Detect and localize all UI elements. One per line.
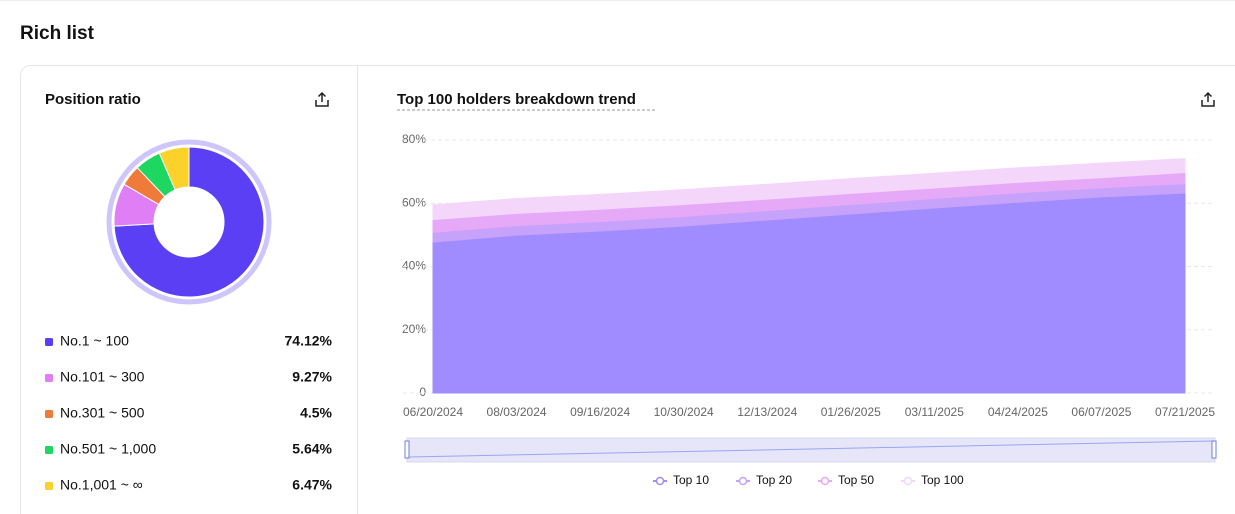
legend-swatch <box>45 446 53 454</box>
pie-title: Position ratio <box>45 91 141 108</box>
legend-marker <box>903 476 913 486</box>
legend-value: 5.64% <box>292 441 332 457</box>
legend-item[interactable]: Top 20 <box>736 473 792 487</box>
x-tick-label: 04/24/2025 <box>988 405 1048 419</box>
x-tick-label: 06/20/2024 <box>403 405 463 419</box>
zoom-handle[interactable] <box>1211 440 1217 459</box>
legend-swatch <box>45 374 53 382</box>
x-tick-label: 03/11/2025 <box>905 405 964 419</box>
x-tick-label: 07/21/2025 <box>1155 405 1215 419</box>
legend-value: 9.27% <box>292 369 332 385</box>
legend-label: Top 10 <box>673 473 709 487</box>
pie-slice <box>113 146 265 298</box>
zoom-slider[interactable] <box>406 437 1216 463</box>
area <box>432 193 1186 394</box>
legend-value: 74.12% <box>285 333 333 349</box>
page-title: Rich list <box>20 23 95 44</box>
legend-swatch <box>45 410 53 418</box>
legend-label: No.1,001 ~ ∞ <box>60 477 143 493</box>
y-tick-label: 0 <box>419 385 426 399</box>
legend-label: Top 100 <box>921 473 964 487</box>
legend-value: 4.5% <box>300 405 332 421</box>
legend-label: Top 50 <box>838 473 874 487</box>
legend-label: No.301 ~ 500 <box>60 405 145 421</box>
legend-label: No.101 ~ 300 <box>60 369 145 385</box>
x-tick-label: 08/03/2024 <box>487 405 547 419</box>
x-tick-label: 12/13/2024 <box>737 405 797 419</box>
legend-label: No.1 ~ 100 <box>60 333 129 349</box>
y-tick-label: 20% <box>402 322 426 336</box>
legend-marker <box>820 476 830 486</box>
legend-item[interactable]: Top 50 <box>818 473 874 487</box>
y-tick-label: 40% <box>402 259 426 273</box>
legend-item[interactable]: Top 100 <box>901 473 964 487</box>
x-tick-label: 10/30/2024 <box>654 405 714 419</box>
zoom-handle[interactable] <box>404 440 410 459</box>
legend-item[interactable]: Top 10 <box>653 473 709 487</box>
pie-halo <box>106 139 272 305</box>
card <box>20 65 1235 514</box>
legend-swatch <box>45 338 53 346</box>
legend-label: Top 20 <box>756 473 792 487</box>
x-tick-label: 09/16/2024 <box>570 405 630 419</box>
legend-label: No.501 ~ 1,000 <box>60 441 156 457</box>
x-tick-label: 01/26/2025 <box>821 405 881 419</box>
zoom-preview <box>408 440 1214 458</box>
share-icon[interactable] <box>315 91 329 107</box>
y-tick-label: 60% <box>402 195 426 209</box>
legend-swatch <box>45 482 53 490</box>
legend-marker <box>738 476 748 486</box>
trend-title: Top 100 holders breakdown trend <box>397 91 636 108</box>
share-icon[interactable] <box>1201 91 1215 107</box>
y-tick-label: 80% <box>402 132 426 146</box>
pie-slice <box>158 146 190 191</box>
x-tick-label: 06/07/2025 <box>1071 405 1131 419</box>
legend-value: 6.47% <box>292 477 332 493</box>
legend-marker <box>655 476 665 486</box>
